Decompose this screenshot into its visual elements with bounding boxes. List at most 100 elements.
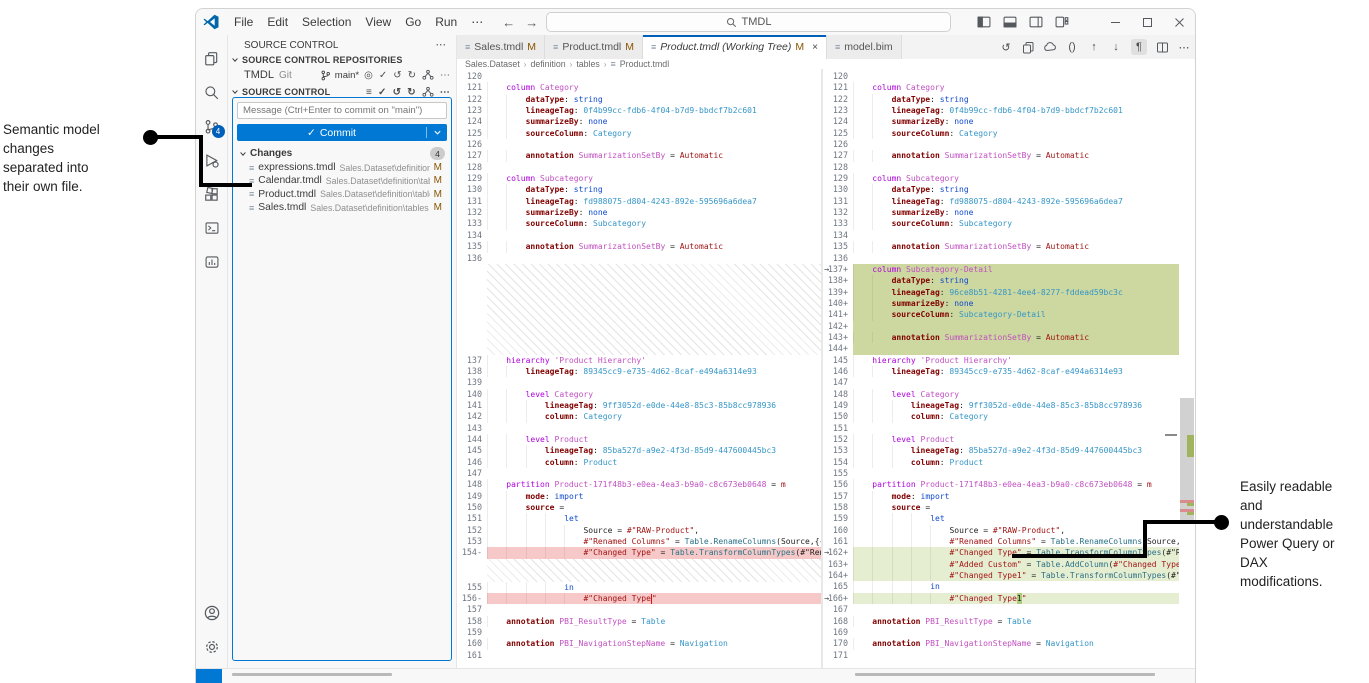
menu-item-file[interactable]: File bbox=[234, 15, 254, 29]
maximize-button[interactable] bbox=[1131, 9, 1163, 35]
cloud-icon[interactable] bbox=[1043, 41, 1057, 54]
forward-icon[interactable]: → bbox=[525, 14, 539, 30]
refresh-icon[interactable]: ↻ bbox=[407, 69, 416, 81]
code-line: lineageTag: 9ff3052d-e0de-44e8-85c3-85b8… bbox=[853, 399, 1179, 412]
tab-model-bim[interactable]: ≡ model.bim bbox=[826, 35, 902, 59]
changes-header[interactable]: Changes 4 bbox=[237, 146, 447, 161]
annotation-line: and bbox=[1240, 498, 1263, 513]
breadcrumb-item[interactable]: definition bbox=[530, 59, 566, 69]
tab-sales-tmdl[interactable]: ≡ Sales.tmdl M bbox=[457, 35, 546, 59]
activitybar-chart[interactable] bbox=[196, 245, 228, 279]
inline-view-icon[interactable]: () bbox=[1068, 41, 1076, 53]
code-token: annotation bbox=[506, 616, 560, 626]
menu-item-selection[interactable]: Selection bbox=[302, 15, 352, 29]
more-icon[interactable]: ⋯ bbox=[439, 86, 450, 98]
annotation-line: modifications. bbox=[1240, 574, 1323, 589]
section-source-control[interactable]: SOURCE CONTROL ≡ ✓ ↺ ↻ ⋯ bbox=[228, 84, 456, 100]
indent-guide bbox=[930, 570, 949, 582]
changed-file-row[interactable]: ≡ Sales.tmdl Sales.Dataset\definition\tabl… bbox=[237, 201, 447, 214]
graph-icon[interactable] bbox=[422, 86, 434, 98]
layout-sidebar-left-icon[interactable] bbox=[977, 15, 991, 29]
command-center-search[interactable]: TMDL bbox=[546, 12, 951, 32]
breadcrumb-file[interactable]: Product.tmdl bbox=[619, 59, 670, 69]
indent-guide bbox=[853, 536, 872, 548]
close-button[interactable] bbox=[1163, 9, 1195, 35]
scrollbar-slider[interactable] bbox=[1180, 398, 1194, 521]
close-icon[interactable]: × bbox=[812, 41, 818, 53]
diff-editor: 120 121 column Category 122 dataType: string… bbox=[457, 69, 1195, 668]
code-token: Product bbox=[554, 435, 589, 445]
layout-customize-icon[interactable] bbox=[1055, 15, 1069, 29]
arrow-up-icon[interactable]: ↑ bbox=[1091, 41, 1097, 53]
breadcrumb[interactable]: Sales.Dataset › definition › tables › ≡ Product… bbox=[457, 59, 1195, 69]
back-icon[interactable]: ← bbox=[502, 14, 516, 30]
diff-pane-original[interactable]: 120 121 column Category 122 dataType: string… bbox=[457, 69, 821, 668]
overview-ruler[interactable] bbox=[1177, 69, 1195, 668]
changed-file-row[interactable]: ≡ Product.tmdl Sales.Dataset\definition\ta… bbox=[237, 188, 447, 201]
tab-product-tmdl-working-tree-[interactable]: ≡ Product.tmdl (Working Tree) M × bbox=[643, 35, 827, 59]
history-icon[interactable]: ↺ bbox=[1001, 41, 1011, 54]
graph-icon[interactable] bbox=[422, 69, 434, 81]
gutter-line-number: → 166+ bbox=[824, 592, 848, 603]
minimize-button[interactable] bbox=[1099, 9, 1131, 35]
menu-item-view[interactable]: View bbox=[365, 15, 392, 29]
changed-file-row[interactable]: ≡ expressions.tmdl Sales.Dataset\definitio… bbox=[237, 161, 447, 174]
activitybar-search[interactable] bbox=[196, 75, 228, 109]
activitybar-terminal[interactable] bbox=[196, 211, 228, 245]
check-icon[interactable]: ✓ bbox=[378, 86, 387, 98]
code-row-modified: 167 bbox=[823, 604, 1179, 615]
refresh-icon[interactable]: ↻ bbox=[407, 86, 416, 98]
menu-item-go[interactable]: Go bbox=[405, 15, 422, 29]
commit-button-label: Commit bbox=[319, 126, 356, 139]
arrow-down-icon[interactable]: ↓ bbox=[1113, 41, 1119, 53]
activitybar-settings[interactable] bbox=[196, 630, 228, 664]
split-editor-icon[interactable] bbox=[1156, 41, 1169, 54]
more-icon[interactable]: ⋯ bbox=[440, 69, 450, 81]
repo-row[interactable]: TMDL Git main* ◎ ✓ ↺ ↻ ⋯ bbox=[228, 67, 456, 84]
code-line: column: Product bbox=[487, 456, 821, 469]
layout-panel-icon[interactable] bbox=[1003, 15, 1017, 29]
menu-item-⋯[interactable]: ⋯ bbox=[471, 15, 484, 29]
activitybar-source-control[interactable]: 4 bbox=[196, 109, 228, 143]
code-row-modified: 144+ bbox=[823, 343, 1179, 355]
check-icon[interactable]: ✓ bbox=[378, 69, 388, 81]
diff-pane-modified[interactable]: 120 121 column Category 122 dataType: string… bbox=[823, 69, 1179, 668]
gutter-line-number: 121 bbox=[832, 82, 848, 93]
indent-guide bbox=[525, 524, 545, 537]
pilcrow-icon[interactable]: ¶ bbox=[1136, 41, 1142, 53]
more-actions-icon[interactable]: ⋯ bbox=[435, 39, 447, 51]
commit-message-input[interactable] bbox=[237, 102, 447, 119]
remote-indicator[interactable] bbox=[196, 669, 222, 683]
gutter-line-number: 156 bbox=[832, 479, 848, 490]
code-token: #"RAW-Product" bbox=[626, 525, 695, 535]
menu-item-run[interactable]: Run bbox=[435, 15, 458, 29]
indent-guide bbox=[910, 513, 930, 525]
commit-button[interactable]: ✓ Commit bbox=[237, 124, 447, 141]
branch-label[interactable]: main* bbox=[334, 69, 360, 81]
code-token: 9ff3052d-e0de-44e8-85c3-85b8cc978936 bbox=[602, 401, 777, 411]
commit-dropdown[interactable] bbox=[427, 128, 447, 137]
activitybar-account[interactable] bbox=[196, 596, 228, 630]
activitybar-extensions[interactable] bbox=[196, 177, 228, 211]
history-icon[interactable]: ↺ bbox=[393, 69, 402, 81]
vscode-logo-icon bbox=[203, 14, 219, 30]
breadcrumb-item[interactable]: tables bbox=[576, 59, 600, 69]
more-icon[interactable]: ⋯ bbox=[1178, 41, 1190, 54]
code-line bbox=[853, 162, 1179, 173]
history-icon[interactable]: ↺ bbox=[392, 86, 402, 98]
diff-pane-divider[interactable] bbox=[821, 69, 823, 668]
code-token: ( bbox=[1108, 559, 1114, 569]
section-repositories[interactable]: SOURCE CONTROL REPOSITORIES bbox=[228, 53, 456, 67]
activitybar-run-debug[interactable] bbox=[196, 143, 228, 177]
activitybar-explorer[interactable] bbox=[196, 41, 228, 75]
compare-icon[interactable] bbox=[1022, 41, 1035, 54]
eye-icon[interactable]: ◎ bbox=[364, 69, 373, 81]
indent-guide bbox=[487, 218, 506, 230]
list-icon[interactable]: ≡ bbox=[365, 86, 373, 98]
layout-sidebar-right-icon[interactable] bbox=[1029, 15, 1043, 29]
breadcrumb-item[interactable]: Sales.Dataset bbox=[465, 59, 520, 69]
menu-item-edit[interactable]: Edit bbox=[267, 15, 289, 29]
tab-product-tmdl[interactable]: ≡ Product.tmdl M bbox=[545, 35, 644, 59]
changed-file-row[interactable]: ≡ Calendar.tmdl Sales.Dataset\definition\t… bbox=[237, 174, 447, 187]
gutter-line-number: 137 bbox=[466, 354, 482, 365]
